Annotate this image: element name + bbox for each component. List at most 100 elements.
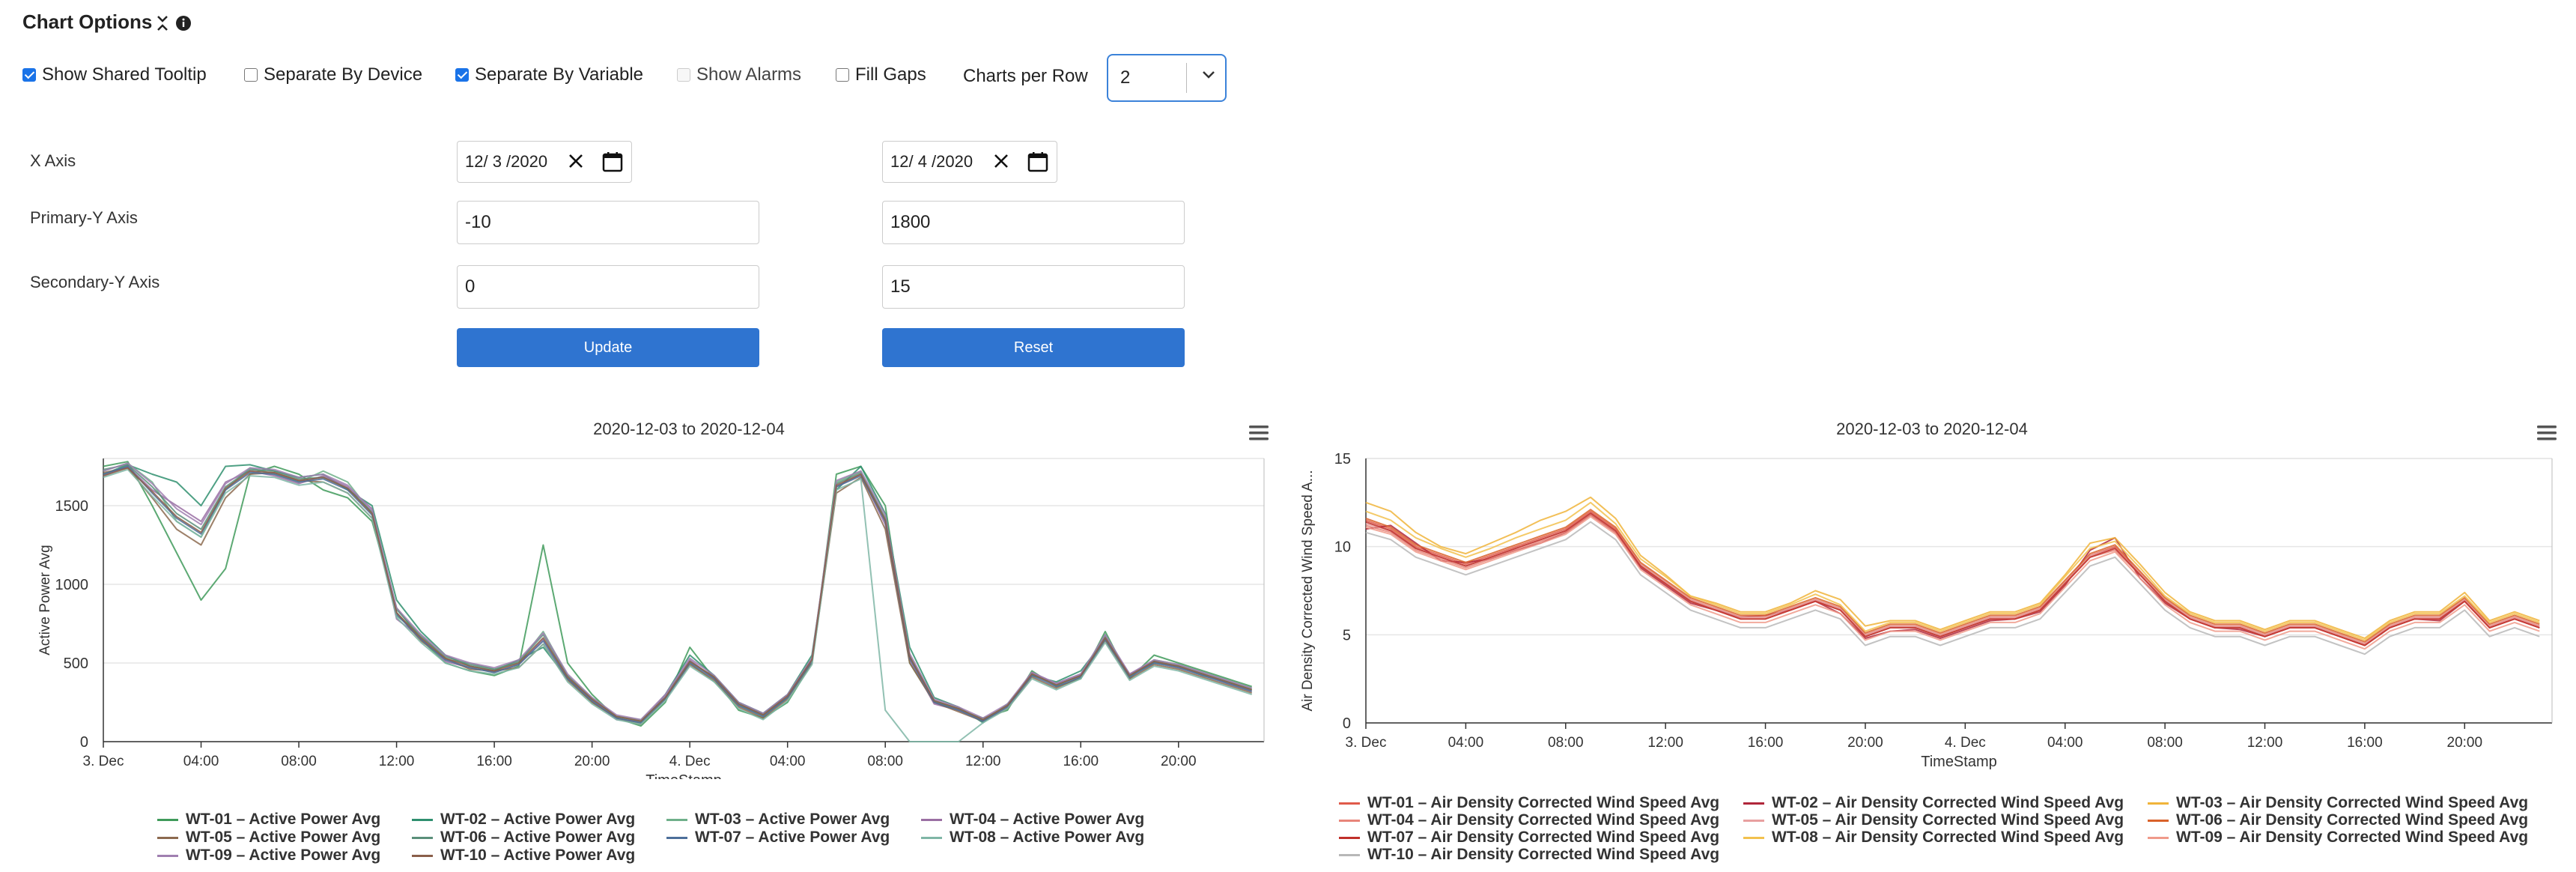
x-tick-label: 08:00	[2147, 735, 2183, 751]
sort-arrows-icon[interactable]	[156, 13, 169, 33]
series-line[interactable]	[103, 465, 1253, 724]
x-tick-label: 4. Dec	[1945, 735, 1986, 751]
series-line[interactable]	[1365, 521, 2540, 655]
primary-y-axis-label: Primary-Y Axis	[30, 208, 138, 227]
legend-item[interactable]: WT-04 – Active Power Avg	[921, 811, 1144, 829]
x-min-date-value: 12/ 3 /2020	[465, 152, 548, 171]
reset-button[interactable]: Reset	[882, 328, 1185, 367]
legend-swatch	[666, 836, 687, 839]
separate-device-checkbox[interactable]	[244, 68, 258, 82]
x-axis-label: X Axis	[30, 151, 76, 170]
primary-y-max-input[interactable]: 1800	[882, 201, 1185, 244]
legend-item[interactable]: WT-07 – Air Density Corrected Wind Speed…	[1339, 829, 1719, 847]
x-max-date-input[interactable]: 12/ 4 /2020	[882, 141, 1057, 183]
update-button[interactable]: Update	[457, 328, 759, 367]
legend-item[interactable]: WT-02 – Active Power Avg	[412, 811, 635, 829]
legend-item[interactable]: WT-04 – Air Density Corrected Wind Speed…	[1339, 811, 1719, 829]
series-line[interactable]	[103, 467, 1253, 725]
legend-item[interactable]: WT-06 – Air Density Corrected Wind Speed…	[2148, 811, 2528, 829]
x-tick-label: 12:00	[1647, 735, 1683, 751]
legend-item[interactable]: WT-10 – Air Density Corrected Wind Speed…	[1339, 846, 1719, 864]
legend-item[interactable]: WT-09 – Active Power Avg	[157, 847, 380, 865]
charts-per-row-select[interactable]: 2	[1107, 54, 1227, 102]
x-tick-label: 16:00	[2347, 735, 2383, 751]
x-tick-label: 08:00	[1548, 735, 1584, 751]
chevron-down-icon[interactable]	[1198, 64, 1219, 85]
series-line[interactable]	[1365, 512, 2540, 647]
legend-label: WT-09 – Air Density Corrected Wind Speed…	[2176, 829, 2529, 846]
chart-title: 2020-12-03 to 2020-12-04	[593, 420, 785, 438]
separate-variable-option[interactable]: Separate By Variable	[455, 64, 643, 85]
shared-tooltip-option[interactable]: Show Shared Tooltip	[22, 64, 207, 85]
show-alarms-checkbox[interactable]	[677, 68, 690, 82]
fill-gaps-option[interactable]: Fill Gaps	[836, 64, 926, 85]
separate-device-label: Separate By Device	[264, 64, 423, 85]
series-line[interactable]	[1365, 510, 2540, 645]
x-tick-label: 16:00	[1748, 735, 1784, 751]
legend-item[interactable]: WT-05 – Air Density Corrected Wind Speed…	[1743, 811, 2124, 829]
legend-item[interactable]: WT-07 – Active Power Avg	[666, 829, 890, 847]
x-tick-label: 04:00	[2047, 735, 2083, 751]
secondary-y-max-input[interactable]: 15	[882, 265, 1185, 309]
fill-gaps-checkbox[interactable]	[836, 68, 849, 82]
legend-swatch	[157, 836, 178, 839]
legend-label: WT-05 – Air Density Corrected Wind Speed…	[1772, 811, 2124, 829]
legend-item[interactable]: WT-05 – Active Power Avg	[157, 829, 380, 847]
hamburger-menu-icon[interactable]	[1249, 426, 1269, 440]
series-line[interactable]	[1365, 496, 2540, 639]
calendar-icon[interactable]	[1027, 151, 1049, 173]
shared-tooltip-label: Show Shared Tooltip	[42, 64, 207, 85]
legend-item[interactable]: WT-08 – Active Power Avg	[921, 829, 1144, 847]
legend-item[interactable]: WT-01 – Active Power Avg	[157, 811, 380, 829]
legend-item[interactable]: WT-01 – Air Density Corrected Wind Speed…	[1339, 794, 1719, 812]
primary-y-min-input[interactable]: -10	[457, 201, 759, 244]
chart-title: 2020-12-03 to 2020-12-04	[1836, 420, 2028, 438]
x-tick-label: 16:00	[1063, 754, 1099, 769]
legend-swatch	[1339, 853, 1360, 856]
calendar-icon[interactable]	[601, 151, 624, 173]
legend-swatch	[1339, 802, 1360, 805]
close-icon[interactable]	[992, 152, 1010, 170]
legend-swatch	[157, 854, 178, 857]
show-alarms-option[interactable]: Show Alarms	[677, 64, 801, 85]
select-divider	[1186, 63, 1187, 93]
x-tick-label: 4. Dec	[669, 754, 711, 769]
legend-item[interactable]: WT-06 – Active Power Avg	[412, 829, 635, 847]
y-tick-label: 5	[1343, 627, 1351, 644]
series-line[interactable]	[1365, 501, 2540, 641]
x-max-date-value: 12/ 4 /2020	[890, 152, 973, 171]
series-line[interactable]	[103, 462, 1253, 721]
y-tick-label: 0	[1343, 715, 1351, 732]
close-icon[interactable]	[567, 152, 585, 170]
legend-label: WT-10 – Active Power Avg	[440, 847, 636, 864]
legend-swatch	[1339, 819, 1360, 822]
series-line[interactable]	[1365, 515, 2540, 650]
secondary-y-min-input[interactable]: 0	[457, 265, 759, 309]
info-icon[interactable]	[175, 15, 192, 31]
legend-swatch	[2148, 802, 2169, 805]
hamburger-menu-icon[interactable]	[2537, 426, 2557, 440]
legend-item[interactable]: WT-08 – Air Density Corrected Wind Speed…	[1743, 829, 2124, 847]
legend-item[interactable]: WT-10 – Active Power Avg	[412, 847, 635, 865]
legend-item[interactable]: WT-02 – Air Density Corrected Wind Speed…	[1743, 794, 2124, 812]
shared-tooltip-checkbox[interactable]	[22, 68, 36, 82]
series-line[interactable]	[1365, 509, 2540, 643]
legend-swatch	[1743, 836, 1764, 839]
legend-swatch	[412, 818, 433, 821]
x-min-date-input[interactable]: 12/ 3 /2020	[457, 141, 632, 183]
active-power-chart: 2020-12-03 to 2020-12-04 0 500 1000 1500 3. D…	[37, 420, 1269, 779]
separate-variable-checkbox[interactable]	[455, 68, 469, 82]
legend-item[interactable]: WT-03 – Active Power Avg	[666, 811, 890, 829]
legend-swatch	[2148, 836, 2169, 839]
x-tick-label: 04:00	[1448, 735, 1484, 751]
series-line[interactable]	[1365, 512, 2540, 645]
series-line[interactable]	[103, 461, 1253, 727]
legend-item[interactable]: WT-09 – Air Density Corrected Wind Speed…	[2148, 829, 2528, 847]
x-tick-label: 20:00	[1847, 735, 1883, 751]
series-line[interactable]	[103, 467, 1253, 722]
legend-label: WT-01 – Air Density Corrected Wind Speed…	[1367, 794, 1720, 811]
series-line[interactable]	[103, 468, 1253, 742]
legend-item[interactable]: WT-03 – Air Density Corrected Wind Speed…	[2148, 794, 2528, 812]
wind-speed-legend: WT-01 – Air Density Corrected Wind Speed…	[1339, 794, 2552, 869]
separate-device-option[interactable]: Separate By Device	[244, 64, 422, 85]
